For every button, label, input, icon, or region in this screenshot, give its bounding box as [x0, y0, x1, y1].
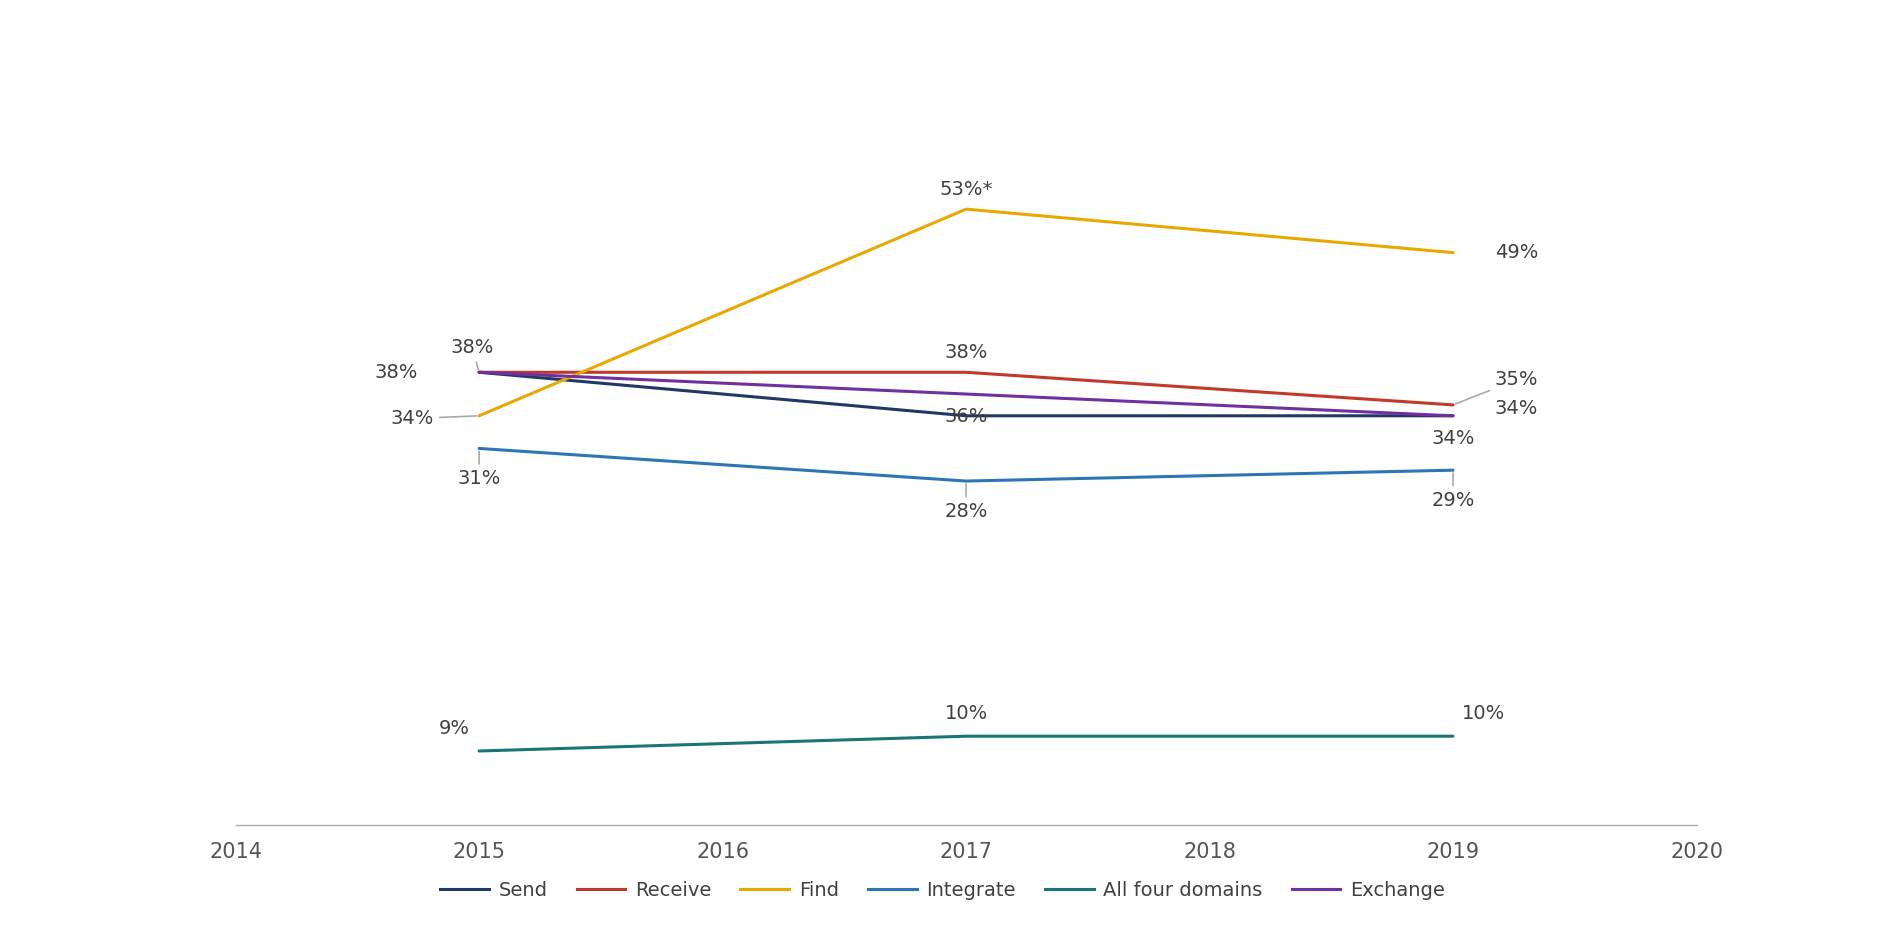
Text: 9%: 9% — [439, 719, 469, 738]
Text: 35%: 35% — [1455, 371, 1538, 404]
Legend: Send, Receive, Find, Integrate, All four domains, Exchange: Send, Receive, Find, Integrate, All four… — [432, 873, 1453, 908]
Text: 10%: 10% — [1463, 705, 1506, 723]
Text: 34%: 34% — [390, 409, 477, 428]
Text: 49%: 49% — [1495, 243, 1538, 262]
Text: 10%: 10% — [944, 705, 988, 723]
Text: 38%: 38% — [944, 343, 988, 362]
Text: 38%: 38% — [451, 337, 494, 370]
Text: 53%*: 53%* — [939, 180, 993, 199]
Text: 28%: 28% — [944, 484, 988, 521]
Text: 38%: 38% — [373, 362, 417, 382]
Text: 31%: 31% — [458, 451, 501, 489]
Text: 34%: 34% — [1495, 400, 1538, 418]
Text: 29%: 29% — [1431, 473, 1474, 510]
Text: 36%: 36% — [944, 407, 988, 425]
Text: 34%: 34% — [1431, 428, 1474, 448]
